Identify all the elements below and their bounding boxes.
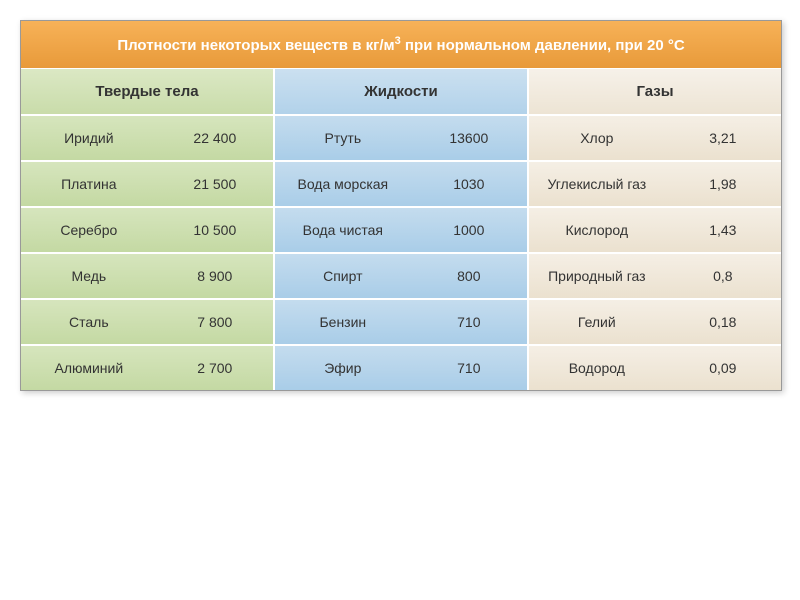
liquid-name: Вода морская [275,162,411,206]
solid-group: Сталь7 800 [21,300,275,346]
density-table: Плотности некоторых веществ в кг/м3 при … [20,20,782,391]
header-solid: Твердые тела [21,69,275,116]
table-row: Серебро10 500Вода чистая1000Кислород1,43 [21,208,781,254]
gas-name: Углекислый газ [529,162,665,206]
liquid-name: Эфир [275,346,411,390]
solid-group: Медь8 900 [21,254,275,300]
gas-name: Гелий [529,300,665,344]
liquid-value: 1030 [411,162,527,206]
gas-group: Хлор3,21 [529,116,781,162]
header-row: Твердые тела Жидкости Газы [21,69,781,116]
liquid-group: Ртуть13600 [275,116,529,162]
liquid-group: Вода чистая1000 [275,208,529,254]
gas-name: Хлор [529,116,665,160]
gas-name: Кислород [529,208,665,252]
liquid-group: Эфир710 [275,346,529,390]
liquid-name: Спирт [275,254,411,298]
liquid-group: Спирт800 [275,254,529,300]
liquid-value: 800 [411,254,527,298]
solid-name: Медь [21,254,157,298]
solid-group: Серебро10 500 [21,208,275,254]
solid-value: 7 800 [157,300,273,344]
gas-value: 0,09 [665,346,781,390]
gas-value: 3,21 [665,116,781,160]
header-liquid: Жидкости [275,69,529,116]
table-row: Сталь7 800Бензин710Гелий0,18 [21,300,781,346]
liquid-value: 710 [411,346,527,390]
gas-group: Природный газ0,8 [529,254,781,300]
gas-group: Водород0,09 [529,346,781,390]
liquid-name: Бензин [275,300,411,344]
gas-value: 1,43 [665,208,781,252]
solid-group: Алюминий2 700 [21,346,275,390]
liquid-group: Бензин710 [275,300,529,346]
liquid-value: 13600 [411,116,527,160]
solid-value: 2 700 [157,346,273,390]
liquid-value: 710 [411,300,527,344]
solid-name: Сталь [21,300,157,344]
gas-group: Кислород1,43 [529,208,781,254]
solid-value: 10 500 [157,208,273,252]
gas-value: 1,98 [665,162,781,206]
solid-value: 22 400 [157,116,273,160]
table-title: Плотности некоторых веществ в кг/м3 при … [21,21,781,69]
liquid-name: Вода чистая [275,208,411,252]
liquid-group: Вода морская1030 [275,162,529,208]
solid-name: Серебро [21,208,157,252]
liquid-name: Ртуть [275,116,411,160]
gas-name: Природный газ [529,254,665,298]
solid-value: 21 500 [157,162,273,206]
solid-name: Платина [21,162,157,206]
solid-value: 8 900 [157,254,273,298]
gas-value: 0,18 [665,300,781,344]
gas-name: Водород [529,346,665,390]
solid-group: Платина21 500 [21,162,275,208]
solid-name: Иридий [21,116,157,160]
gas-group: Углекислый газ1,98 [529,162,781,208]
liquid-value: 1000 [411,208,527,252]
table-row: Иридий22 400Ртуть13600Хлор3,21 [21,116,781,162]
table-row: Платина21 500Вода морская1030Углекислый … [21,162,781,208]
header-gas: Газы [529,69,781,116]
gas-group: Гелий0,18 [529,300,781,346]
solid-name: Алюминий [21,346,157,390]
table-row: Медь8 900Спирт800Природный газ0,8 [21,254,781,300]
gas-value: 0,8 [665,254,781,298]
table-row: Алюминий2 700Эфир710Водород0,09 [21,346,781,390]
solid-group: Иридий22 400 [21,116,275,162]
